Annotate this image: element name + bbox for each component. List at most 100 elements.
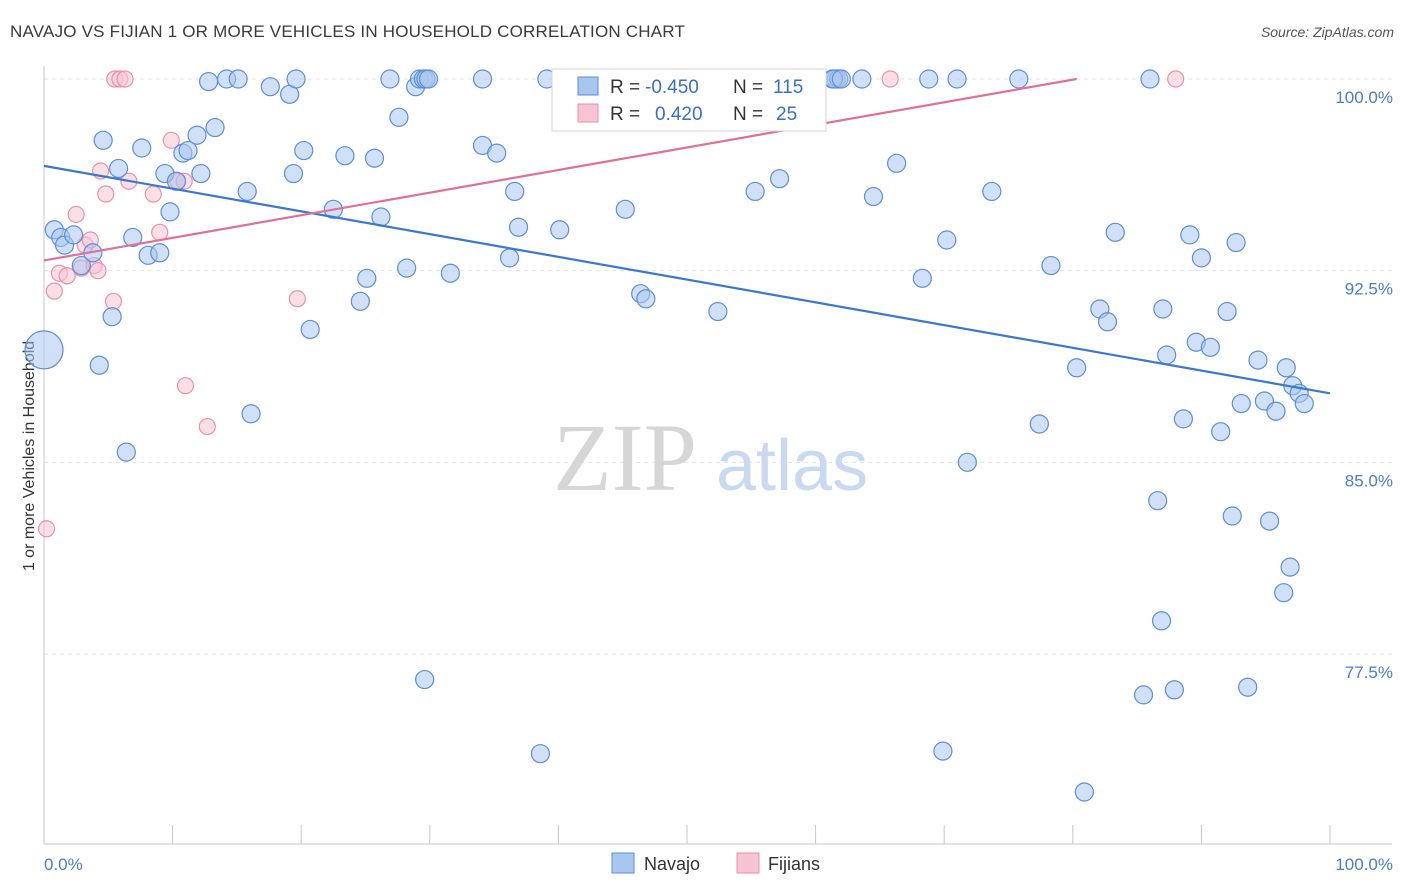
navajo-point-39 [364, 148, 385, 168]
navajo-point-109 [1222, 506, 1242, 526]
navajo-point-70 [745, 181, 765, 202]
fijian-point-25 [881, 70, 899, 88]
navajo-point-10 [108, 158, 129, 179]
navajo-point-32 [286, 69, 306, 89]
navajo-point-26 [228, 69, 248, 89]
navajo-point-56 [508, 217, 529, 237]
navajo-point-34 [300, 319, 320, 340]
navajo-point-97 [1148, 491, 1168, 511]
navajo-point-59 [550, 220, 570, 240]
navajo-point-115 [1259, 511, 1280, 531]
x-tick-labels: 0.0% 100.0% [44, 855, 1393, 874]
fijian-legend-swatch [577, 103, 599, 123]
fijian-point-4 [67, 205, 85, 224]
navajo-point-79 [887, 153, 907, 173]
navajo-point-87 [1009, 69, 1029, 89]
navajo-point-51 [472, 69, 493, 89]
navajo-point-33 [294, 140, 314, 161]
navajo-point-57 [530, 744, 550, 764]
fijian-legend-label: Fijians [768, 854, 820, 874]
navajo-point-13 [132, 138, 152, 158]
fijian-point-1 [45, 282, 63, 300]
fijian-point-18 [151, 223, 169, 241]
chart-title: NAVAJO VS FIJIAN 1 OR MORE VEHICLES IN H… [10, 22, 686, 41]
navajo-point-83 [937, 230, 957, 250]
navajo-trend-line [43, 164, 1331, 395]
navajo-point-66 [708, 301, 728, 322]
navajo-point-17 [160, 202, 180, 222]
fijian-point-3 [58, 267, 76, 285]
navajo-point-28 [241, 404, 261, 424]
trend-lines [43, 77, 1331, 395]
fijian-r-value: 0.420 [655, 104, 703, 125]
navajo-point-80 [912, 268, 932, 288]
watermark-zip: ZIP [553, 404, 697, 511]
navajo-point-54 [499, 248, 520, 268]
series-legend: Navajo Fijians [611, 852, 820, 874]
navajo-r-label: R = [610, 77, 640, 98]
navajo-point-42 [389, 107, 409, 127]
navajo-point-105 [1191, 248, 1212, 268]
navajo-point-100 [1157, 345, 1177, 365]
navajo-point-84 [947, 69, 967, 89]
navajo-point-81 [919, 69, 939, 89]
navajo-point-49 [415, 669, 435, 690]
fijian-point-23 [198, 417, 216, 436]
fijian-bottom-swatch [736, 852, 760, 874]
navajo-point-53 [487, 143, 507, 163]
fijian-point-9 [89, 262, 107, 280]
navajo-point-76 [831, 69, 851, 89]
fijian-trend-line [43, 77, 1077, 262]
navajo-point-106 [1200, 337, 1221, 357]
navajo-point-95 [1133, 685, 1154, 705]
fijian-point-17 [144, 185, 162, 203]
navajo-point-36 [335, 146, 355, 166]
navajo-point-93 [1097, 312, 1118, 332]
navajo-point-41 [380, 69, 400, 89]
navajo-point-88 [1029, 414, 1049, 434]
navajo-point-89 [1041, 255, 1061, 276]
navajo-point-65 [636, 289, 656, 309]
navajo-point-23 [199, 71, 219, 92]
navajo-point-15 [150, 243, 170, 263]
fijian-n-value: 25 [776, 104, 797, 125]
y-axis-label: 1 or more Vehicles in Household [21, 341, 38, 571]
navajo-legend-label: Navajo [644, 854, 700, 874]
fijian-point-19 [162, 131, 180, 149]
fijian-point-11 [97, 185, 115, 203]
navajo-point-77 [852, 69, 872, 89]
navajo-point-43 [397, 258, 417, 278]
navajo-point-116 [1266, 401, 1286, 421]
navajo-point-31 [283, 163, 304, 184]
x-tick-max: 100.0% [1335, 855, 1393, 874]
navajo-point-85 [957, 452, 977, 472]
navajo-point-37 [350, 291, 370, 311]
navajo-point-110 [1226, 232, 1246, 253]
navajo-point-102 [1173, 409, 1193, 429]
y-tick-labels: 100.0% 92.5% 85.0% 77.5% [1335, 88, 1393, 682]
navajo-point-12 [123, 227, 143, 248]
navajo-point-4 [63, 225, 84, 245]
navajo-legend-swatch [577, 76, 599, 96]
x-tick-min: 0.0% [44, 855, 83, 874]
navajo-point-101 [1164, 680, 1184, 700]
navajo-point-20 [178, 140, 198, 161]
navajo-point-91 [1074, 782, 1094, 802]
navajo-n-label: N = [733, 77, 763, 98]
watermark-atlas: atlas [716, 426, 868, 506]
watermark: ZIP atlas [553, 404, 868, 511]
navajo-point-50 [440, 263, 460, 283]
y-tick-100.0%: 100.0% [1335, 88, 1393, 107]
stats-legend: R = -0.450 N = 115 R = 0.420 N = 25 [551, 68, 827, 132]
y-tick-85.0%: 85.0% [1345, 471, 1393, 490]
source-label: Source: ZipAtlas.com [1260, 24, 1394, 40]
navajo-r-value: -0.450 [645, 77, 699, 98]
navajo-point-113 [1248, 350, 1268, 370]
fijian-point-15 [116, 70, 134, 88]
navajo-point-9 [102, 307, 122, 327]
navajo-point-29 [260, 77, 280, 97]
navajo-point-108 [1217, 301, 1237, 322]
navajo-point-118 [1276, 358, 1296, 378]
navajo-point-27 [237, 181, 257, 202]
axes [43, 66, 1392, 845]
